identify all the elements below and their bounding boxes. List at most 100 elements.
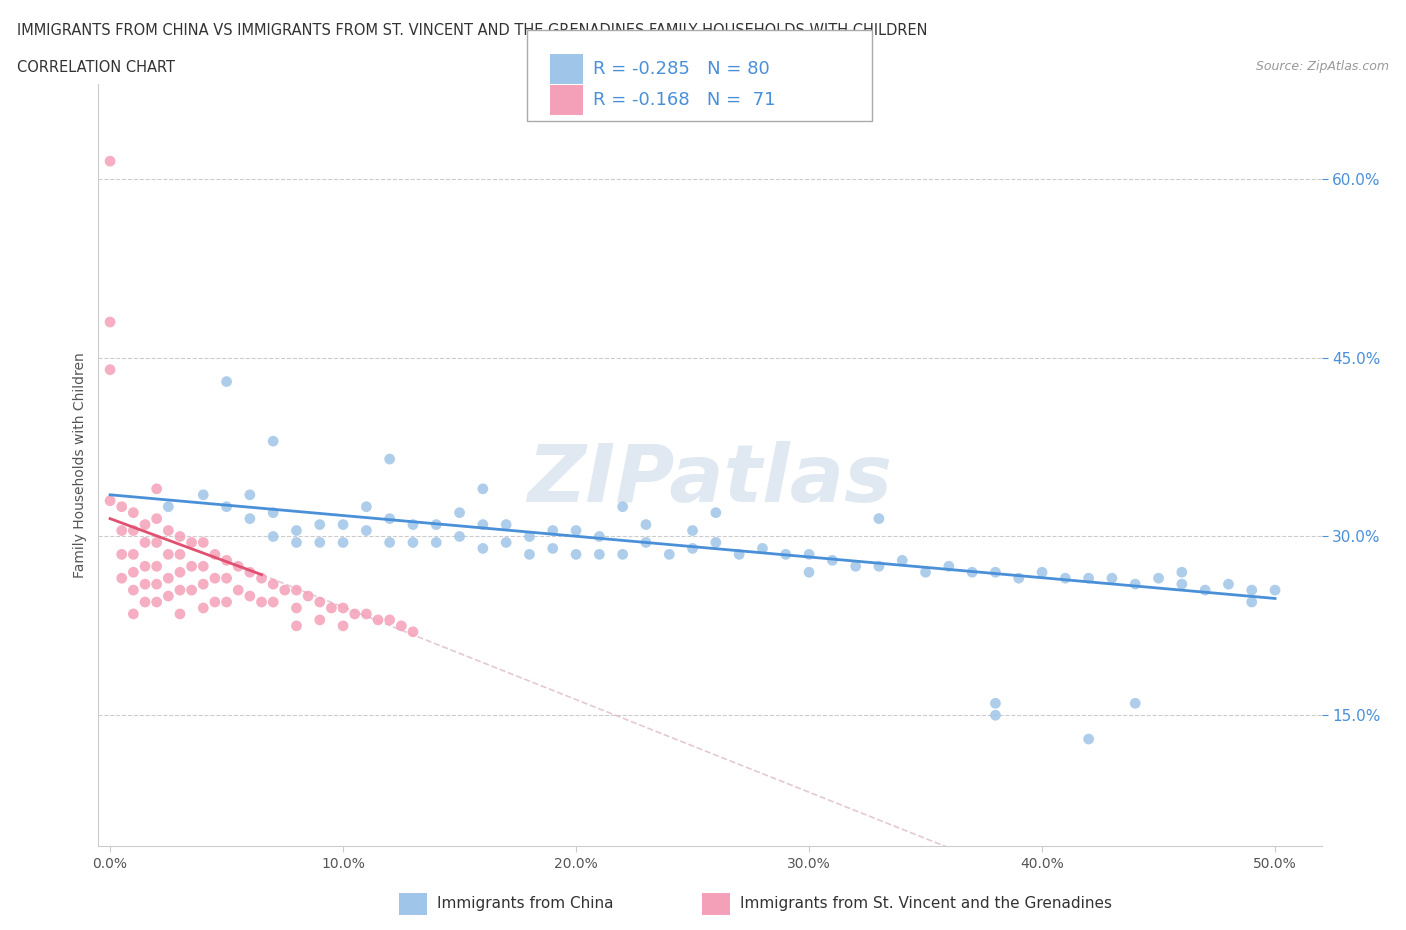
Point <box>332 601 354 616</box>
Point <box>122 523 145 538</box>
Point <box>565 547 588 562</box>
Point <box>775 547 797 562</box>
Point <box>134 517 156 532</box>
Point <box>98 363 121 378</box>
Point <box>297 589 319 604</box>
Point <box>239 565 262 579</box>
Point <box>122 505 145 520</box>
Point <box>321 601 343 616</box>
Point <box>193 559 215 574</box>
Point <box>285 583 308 598</box>
Point <box>1264 583 1286 598</box>
Point <box>332 535 354 550</box>
Point <box>262 505 284 520</box>
Point <box>239 487 262 502</box>
Point <box>193 487 215 502</box>
Text: R = -0.168   N =  71: R = -0.168 N = 71 <box>593 91 776 109</box>
Point <box>157 589 180 604</box>
Point <box>356 499 378 514</box>
Point <box>389 618 412 633</box>
Point <box>134 594 156 609</box>
Point <box>356 606 378 621</box>
Point <box>239 512 262 526</box>
Point <box>98 314 121 329</box>
Point <box>262 529 284 544</box>
Point <box>145 512 167 526</box>
Point <box>134 559 156 574</box>
Point <box>308 535 330 550</box>
Point <box>332 517 354 532</box>
Point <box>215 571 238 586</box>
Point <box>239 589 262 604</box>
Point <box>704 535 727 550</box>
Point <box>914 565 936 579</box>
Point <box>402 517 425 532</box>
Point <box>145 594 167 609</box>
Point <box>868 512 890 526</box>
Point <box>367 613 389 628</box>
Point <box>821 552 844 567</box>
Point <box>845 559 868 574</box>
Point <box>1054 571 1077 586</box>
Point <box>1147 571 1170 586</box>
Point <box>215 499 238 514</box>
Point <box>519 547 541 562</box>
Point <box>1123 696 1146 711</box>
Point <box>180 559 202 574</box>
Point <box>541 523 564 538</box>
Point <box>343 606 366 621</box>
Text: Source: ZipAtlas.com: Source: ZipAtlas.com <box>1256 60 1389 73</box>
Point <box>984 565 1007 579</box>
Text: R = -0.285   N = 80: R = -0.285 N = 80 <box>593 60 770 78</box>
Point <box>157 523 180 538</box>
Point <box>285 601 308 616</box>
Point <box>111 547 134 562</box>
Point <box>308 613 330 628</box>
Point <box>471 541 494 556</box>
Point <box>122 565 145 579</box>
Point <box>612 547 634 562</box>
Point <box>145 482 167 497</box>
Point <box>157 499 180 514</box>
Point <box>1123 577 1146 591</box>
Point <box>797 547 820 562</box>
Point <box>204 547 226 562</box>
Point <box>145 559 167 574</box>
Point <box>285 535 308 550</box>
Point <box>938 559 960 574</box>
Point <box>145 577 167 591</box>
Point <box>449 505 471 520</box>
Point <box>658 547 681 562</box>
Point <box>157 571 180 586</box>
Point <box>285 523 308 538</box>
Point <box>402 624 425 639</box>
Point <box>134 577 156 591</box>
Point <box>704 505 727 520</box>
Point <box>402 535 425 550</box>
Point <box>1194 583 1216 598</box>
Point <box>193 601 215 616</box>
Point <box>226 583 249 598</box>
Point <box>332 618 354 633</box>
Point <box>250 571 273 586</box>
Point <box>285 618 308 633</box>
Point <box>960 565 983 579</box>
Point <box>984 708 1007 723</box>
Point <box>204 571 226 586</box>
Point <box>193 577 215 591</box>
Point <box>145 535 167 550</box>
Point <box>565 523 588 538</box>
Point <box>122 547 145 562</box>
Point <box>682 541 704 556</box>
Point <box>262 594 284 609</box>
Text: CORRELATION CHART: CORRELATION CHART <box>17 60 174 75</box>
Point <box>751 541 773 556</box>
Point <box>634 535 657 550</box>
Point <box>891 552 914 567</box>
Point <box>157 547 180 562</box>
Point <box>519 529 541 544</box>
Point <box>1171 577 1194 591</box>
Point <box>378 512 401 526</box>
Text: Immigrants from China: Immigrants from China <box>437 897 614 911</box>
Point <box>274 583 297 598</box>
